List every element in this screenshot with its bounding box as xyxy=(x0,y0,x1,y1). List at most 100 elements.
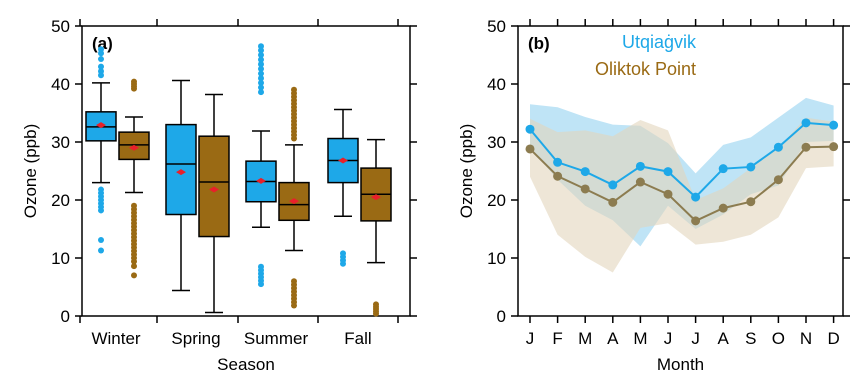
oliktok-box-summer xyxy=(278,86,310,309)
mean-marker xyxy=(338,157,348,164)
plot-frame xyxy=(81,25,411,317)
mean-marker xyxy=(289,198,299,205)
mean-marker xyxy=(96,122,106,129)
outlier-point xyxy=(258,56,264,63)
legend-utqiagvik: Utqiaġvik xyxy=(622,32,697,52)
utqiagvik-point xyxy=(525,124,535,134)
oliktok-box-fall xyxy=(360,138,392,317)
oliktok-point xyxy=(801,142,811,152)
oliktok-point xyxy=(773,175,783,185)
utqiagvik-point xyxy=(691,192,701,202)
oliktok-point xyxy=(663,189,673,199)
outlier-point xyxy=(98,207,104,214)
utqiagvik-point xyxy=(608,180,618,190)
outlier-point xyxy=(340,260,346,267)
oliktok-box-spring xyxy=(198,93,230,314)
plot-frame xyxy=(517,25,844,317)
y-tick-label: 30 xyxy=(487,133,506,152)
mean-marker xyxy=(256,177,266,184)
y-tick-label: 20 xyxy=(51,191,70,210)
utqiagvik-point xyxy=(635,161,645,171)
month-tick-label: N xyxy=(800,329,812,348)
outlier-point xyxy=(98,56,104,63)
y-tick-label: 50 xyxy=(51,17,70,36)
oliktok-point xyxy=(608,197,618,207)
outlier-point xyxy=(258,52,264,58)
outlier-point xyxy=(98,46,104,53)
oliktok-point xyxy=(691,216,701,226)
month-tick-label: F xyxy=(552,329,562,348)
outlier-point xyxy=(98,63,104,70)
y-axis-label: Ozone (ppb) xyxy=(457,124,476,219)
month-tick-label: S xyxy=(745,329,756,348)
oliktok-range-band xyxy=(530,117,834,273)
outlier-point xyxy=(258,84,264,91)
utqiagvik-box-fall xyxy=(327,108,359,267)
outlier-point xyxy=(258,47,264,54)
utqiagvik-box-winter xyxy=(85,46,117,254)
utqiagvik-point xyxy=(553,157,563,167)
outlier-point xyxy=(258,75,264,82)
outlier-point xyxy=(131,263,137,270)
season-tick-label: Fall xyxy=(344,329,371,348)
outlier-point xyxy=(258,70,264,77)
month-tick-label: A xyxy=(718,329,730,348)
oliktok-box-winter xyxy=(118,78,150,279)
month-tick-label: J xyxy=(664,329,673,348)
utqiagvik-point xyxy=(829,120,839,130)
utqiagvik-point xyxy=(746,162,756,172)
legend-oliktok-point: Oliktok Point xyxy=(595,59,696,79)
utqiagvik-point xyxy=(801,118,811,128)
outlier-point xyxy=(258,79,264,86)
outlier-point xyxy=(131,85,137,92)
oliktok-point xyxy=(580,184,590,194)
utqiagvik-line xyxy=(529,121,834,199)
panel-label: (b) xyxy=(528,34,550,53)
y-tick-label: 20 xyxy=(487,191,506,210)
outlier-point xyxy=(258,61,264,68)
utqiagvik-point xyxy=(663,167,673,177)
y-tick-label: 0 xyxy=(497,307,506,326)
panel-label: (a) xyxy=(92,34,113,53)
season-tick-label: Summer xyxy=(244,329,309,348)
outlier-point xyxy=(258,281,264,288)
oliktok-point xyxy=(553,171,563,181)
month-tick-label: D xyxy=(827,329,839,348)
y-axis-label: Ozone (ppb) xyxy=(21,124,40,219)
outlier-point xyxy=(98,68,104,75)
utqiagvik-point xyxy=(718,164,728,174)
oliktok-point xyxy=(746,197,756,207)
utqiagvik-box-summer xyxy=(245,43,277,288)
oliktok-point xyxy=(525,144,535,154)
oliktok-line xyxy=(529,145,834,223)
month-tick-label: O xyxy=(772,329,785,348)
outlier-point xyxy=(98,237,104,244)
outlier-point xyxy=(131,258,137,265)
y-tick-label: 10 xyxy=(51,249,70,268)
utqiagvik-box-spring xyxy=(165,79,197,292)
panel-a-seasonal-boxplot: 0 10 20 30 40 50 Ozone (ppb) Season (a) Winter Spr… xyxy=(21,17,417,372)
outlier-point xyxy=(291,135,297,142)
oliktok-point xyxy=(718,203,728,213)
mean-marker xyxy=(371,194,381,201)
mean-marker xyxy=(176,169,186,176)
x-axis-label: Season xyxy=(217,355,275,372)
month-tick-label: M xyxy=(578,329,592,348)
y-tick-label: 40 xyxy=(51,75,70,94)
y-tick-label: 30 xyxy=(51,133,70,152)
mean-marker xyxy=(209,186,219,193)
oliktok-point xyxy=(829,142,839,152)
outlier-point xyxy=(98,247,104,254)
season-tick-label: Spring xyxy=(171,329,220,348)
utqiagvik-point xyxy=(773,142,783,152)
outlier-point xyxy=(373,310,379,317)
oliktok-point xyxy=(635,177,645,187)
y-tick-label: 50 xyxy=(487,17,506,36)
iqr-box xyxy=(198,135,230,238)
y-tick-label: 10 xyxy=(487,249,506,268)
outlier-point xyxy=(258,89,264,96)
month-tick-label: M xyxy=(633,329,647,348)
outlier-point xyxy=(258,65,264,72)
